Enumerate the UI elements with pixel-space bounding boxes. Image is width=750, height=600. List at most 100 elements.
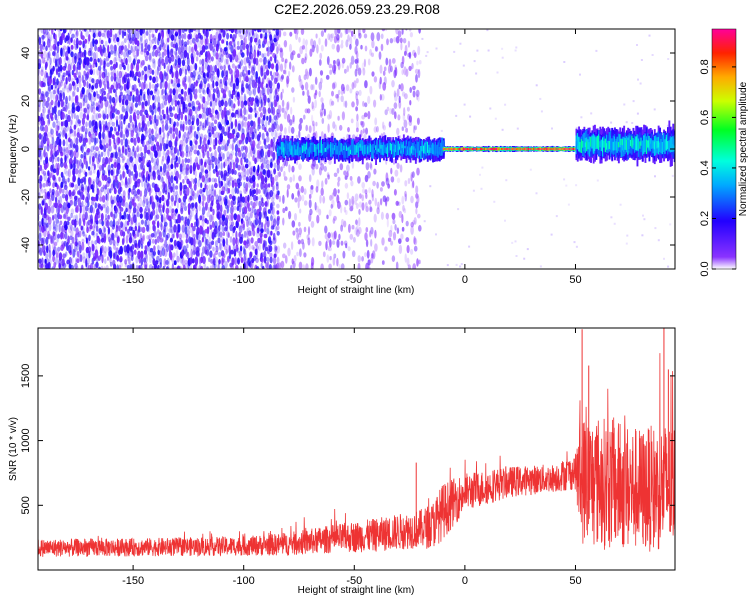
- noise-blob: [185, 126, 188, 131]
- noise-blob: [161, 155, 165, 162]
- noise-blob: [104, 40, 108, 47]
- noise-speckle: [504, 219, 506, 222]
- noise-blob: [192, 162, 196, 172]
- noise-blob: [191, 120, 194, 126]
- noise-blob: [344, 100, 348, 108]
- noise-blob: [81, 74, 85, 84]
- noise-speckle: [539, 265, 542, 268]
- noise-blob: [231, 133, 235, 139]
- noise-speckle: [435, 233, 437, 236]
- signal-band: [283, 147, 286, 155]
- noise-blob: [43, 188, 47, 194]
- noise-blob: [146, 149, 151, 155]
- noise-blob: [104, 206, 108, 214]
- noise-blob: [126, 256, 129, 262]
- noise-blob: [112, 213, 116, 221]
- noise-blob: [275, 71, 279, 77]
- noise-blob: [96, 188, 100, 196]
- noise-blob: [217, 237, 221, 244]
- noise-blob: [316, 44, 319, 54]
- noise-blob: [261, 132, 265, 141]
- noise-blob: [367, 171, 371, 179]
- noise-blob: [114, 44, 117, 52]
- noise-blob: [126, 73, 130, 78]
- noise-blob: [218, 57, 222, 63]
- noise-blob: [284, 58, 288, 64]
- noise-blob: [242, 245, 246, 255]
- noise-blob: [169, 127, 173, 134]
- noise-blob: [163, 258, 167, 268]
- noise-blob: [113, 158, 117, 166]
- noise-blob: [226, 110, 230, 116]
- signal-band: [381, 144, 384, 155]
- noise-blob: [113, 72, 117, 82]
- noise-blob: [293, 255, 297, 262]
- noise-blob: [135, 88, 139, 97]
- noise-blob: [206, 150, 210, 159]
- noise-blob: [281, 99, 285, 108]
- noise-blob: [269, 252, 273, 258]
- noise-blob: [220, 162, 223, 171]
- noise-blob: [280, 91, 283, 101]
- noise-blob: [86, 148, 91, 153]
- noise-blob: [115, 115, 119, 122]
- noise-blob: [203, 76, 208, 85]
- noise-blob: [79, 202, 83, 208]
- noise-blob: [90, 163, 93, 172]
- noise-blob: [106, 127, 110, 133]
- noise-speckle: [472, 189, 475, 192]
- noise-blob: [107, 72, 110, 78]
- noise-blob: [311, 114, 314, 123]
- noise-blob: [215, 29, 219, 32]
- signal-band: [352, 143, 355, 156]
- noise-blob: [50, 205, 55, 214]
- noise-blob: [395, 261, 399, 269]
- noise-blob: [203, 262, 207, 269]
- noise-blob: [194, 202, 198, 209]
- noise-blob: [123, 64, 126, 71]
- noise-blob: [45, 29, 49, 36]
- noise-blob: [209, 250, 213, 258]
- noise-blob: [346, 65, 350, 73]
- signal-band: [328, 144, 331, 149]
- noise-blob: [398, 84, 401, 90]
- noise-blob: [314, 99, 317, 109]
- noise-blob: [372, 180, 376, 187]
- noise-blob: [75, 29, 78, 36]
- noise-blob: [101, 254, 104, 264]
- noise-blob: [54, 202, 58, 209]
- noise-blob: [39, 164, 43, 172]
- noise-blob: [117, 169, 121, 175]
- noise-blob: [166, 132, 169, 140]
- signal-band: [418, 150, 421, 156]
- noise-blob: [333, 81, 337, 89]
- signal-band: [361, 145, 364, 154]
- noise-blob: [207, 139, 211, 145]
- noise-blob: [104, 258, 107, 265]
- noise-blob: [191, 100, 195, 110]
- noise-blob: [352, 236, 356, 243]
- noise-blob: [107, 176, 111, 184]
- signal-band: [278, 145, 281, 154]
- noise-blob: [186, 39, 190, 46]
- noise-blob: [247, 194, 250, 203]
- noise-blob: [42, 113, 46, 121]
- signal-band: [395, 138, 397, 152]
- noise-blob: [220, 180, 223, 187]
- noise-blob: [113, 98, 118, 106]
- noise-blob: [161, 124, 165, 133]
- noise-blob: [87, 171, 91, 176]
- noise-blob: [156, 83, 159, 88]
- noise-blob: [131, 244, 135, 250]
- noise-blob: [81, 238, 85, 244]
- noise-blob: [133, 109, 137, 115]
- noise-blob: [143, 81, 146, 90]
- noise-blob: [120, 41, 125, 48]
- noise-blob: [240, 233, 244, 240]
- noise-blob: [137, 136, 141, 144]
- noise-blob: [179, 163, 183, 173]
- noise-blob: [74, 244, 77, 253]
- noise-blob: [361, 188, 366, 194]
- noise-blob: [60, 124, 64, 131]
- noise-blob: [159, 142, 163, 152]
